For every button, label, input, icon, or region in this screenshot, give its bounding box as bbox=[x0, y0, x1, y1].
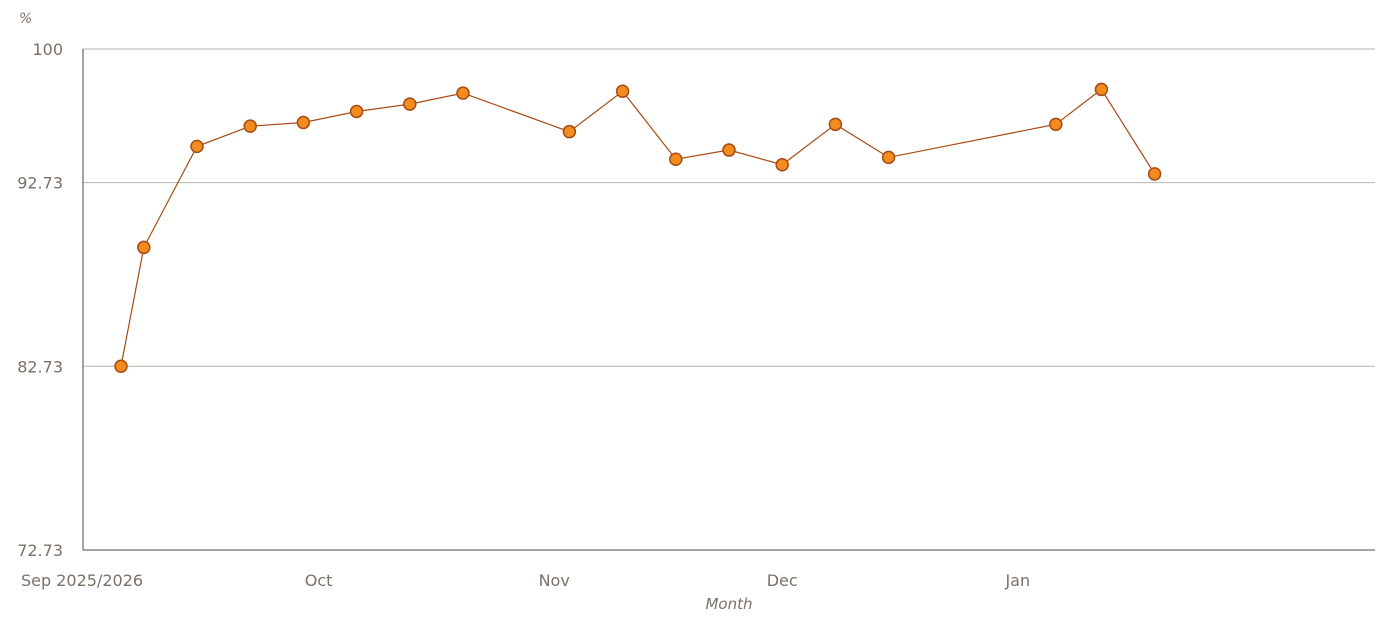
data-point bbox=[296, 115, 311, 130]
data-point bbox=[137, 240, 151, 255]
data-point bbox=[456, 86, 470, 100]
data-point bbox=[349, 104, 364, 119]
x-tick-label: Jan bbox=[1004, 571, 1030, 590]
data-point bbox=[562, 124, 577, 139]
data-point bbox=[403, 97, 417, 111]
data-point bbox=[828, 117, 843, 132]
data-point bbox=[1094, 82, 1109, 97]
y-unit-label: % bbox=[19, 11, 32, 27]
data-point bbox=[190, 139, 204, 154]
x-tick-label: Nov bbox=[539, 571, 570, 590]
series-line bbox=[120, 88, 1156, 367]
y-tick-label: 100 bbox=[32, 40, 63, 59]
x-tick-label: Sep 2025/2026 bbox=[21, 571, 143, 590]
x-tick-label: Dec bbox=[767, 571, 798, 590]
data-point bbox=[775, 157, 789, 172]
y-tick-label: 92.73 bbox=[17, 174, 63, 193]
y-axis-ticks: 100 92.73 82.73 72.73 bbox=[17, 40, 63, 560]
data-point bbox=[722, 143, 736, 157]
x-axis-title: Month bbox=[705, 595, 752, 613]
y-tick-label: 82.73 bbox=[17, 357, 63, 376]
x-tick-label: Oct bbox=[305, 571, 333, 590]
series-group bbox=[114, 82, 1162, 374]
data-point bbox=[243, 119, 257, 133]
x-axis-ticks: Sep 2025/2026 Oct Nov Dec Jan bbox=[21, 571, 1030, 590]
y-tick-label: 72.73 bbox=[17, 541, 63, 560]
data-point bbox=[881, 150, 896, 165]
data-point bbox=[114, 359, 128, 374]
data-point bbox=[615, 84, 630, 99]
data-point bbox=[1147, 167, 1162, 181]
data-point bbox=[1049, 117, 1063, 132]
gridlines bbox=[83, 48, 1375, 367]
data-point bbox=[669, 152, 683, 166]
